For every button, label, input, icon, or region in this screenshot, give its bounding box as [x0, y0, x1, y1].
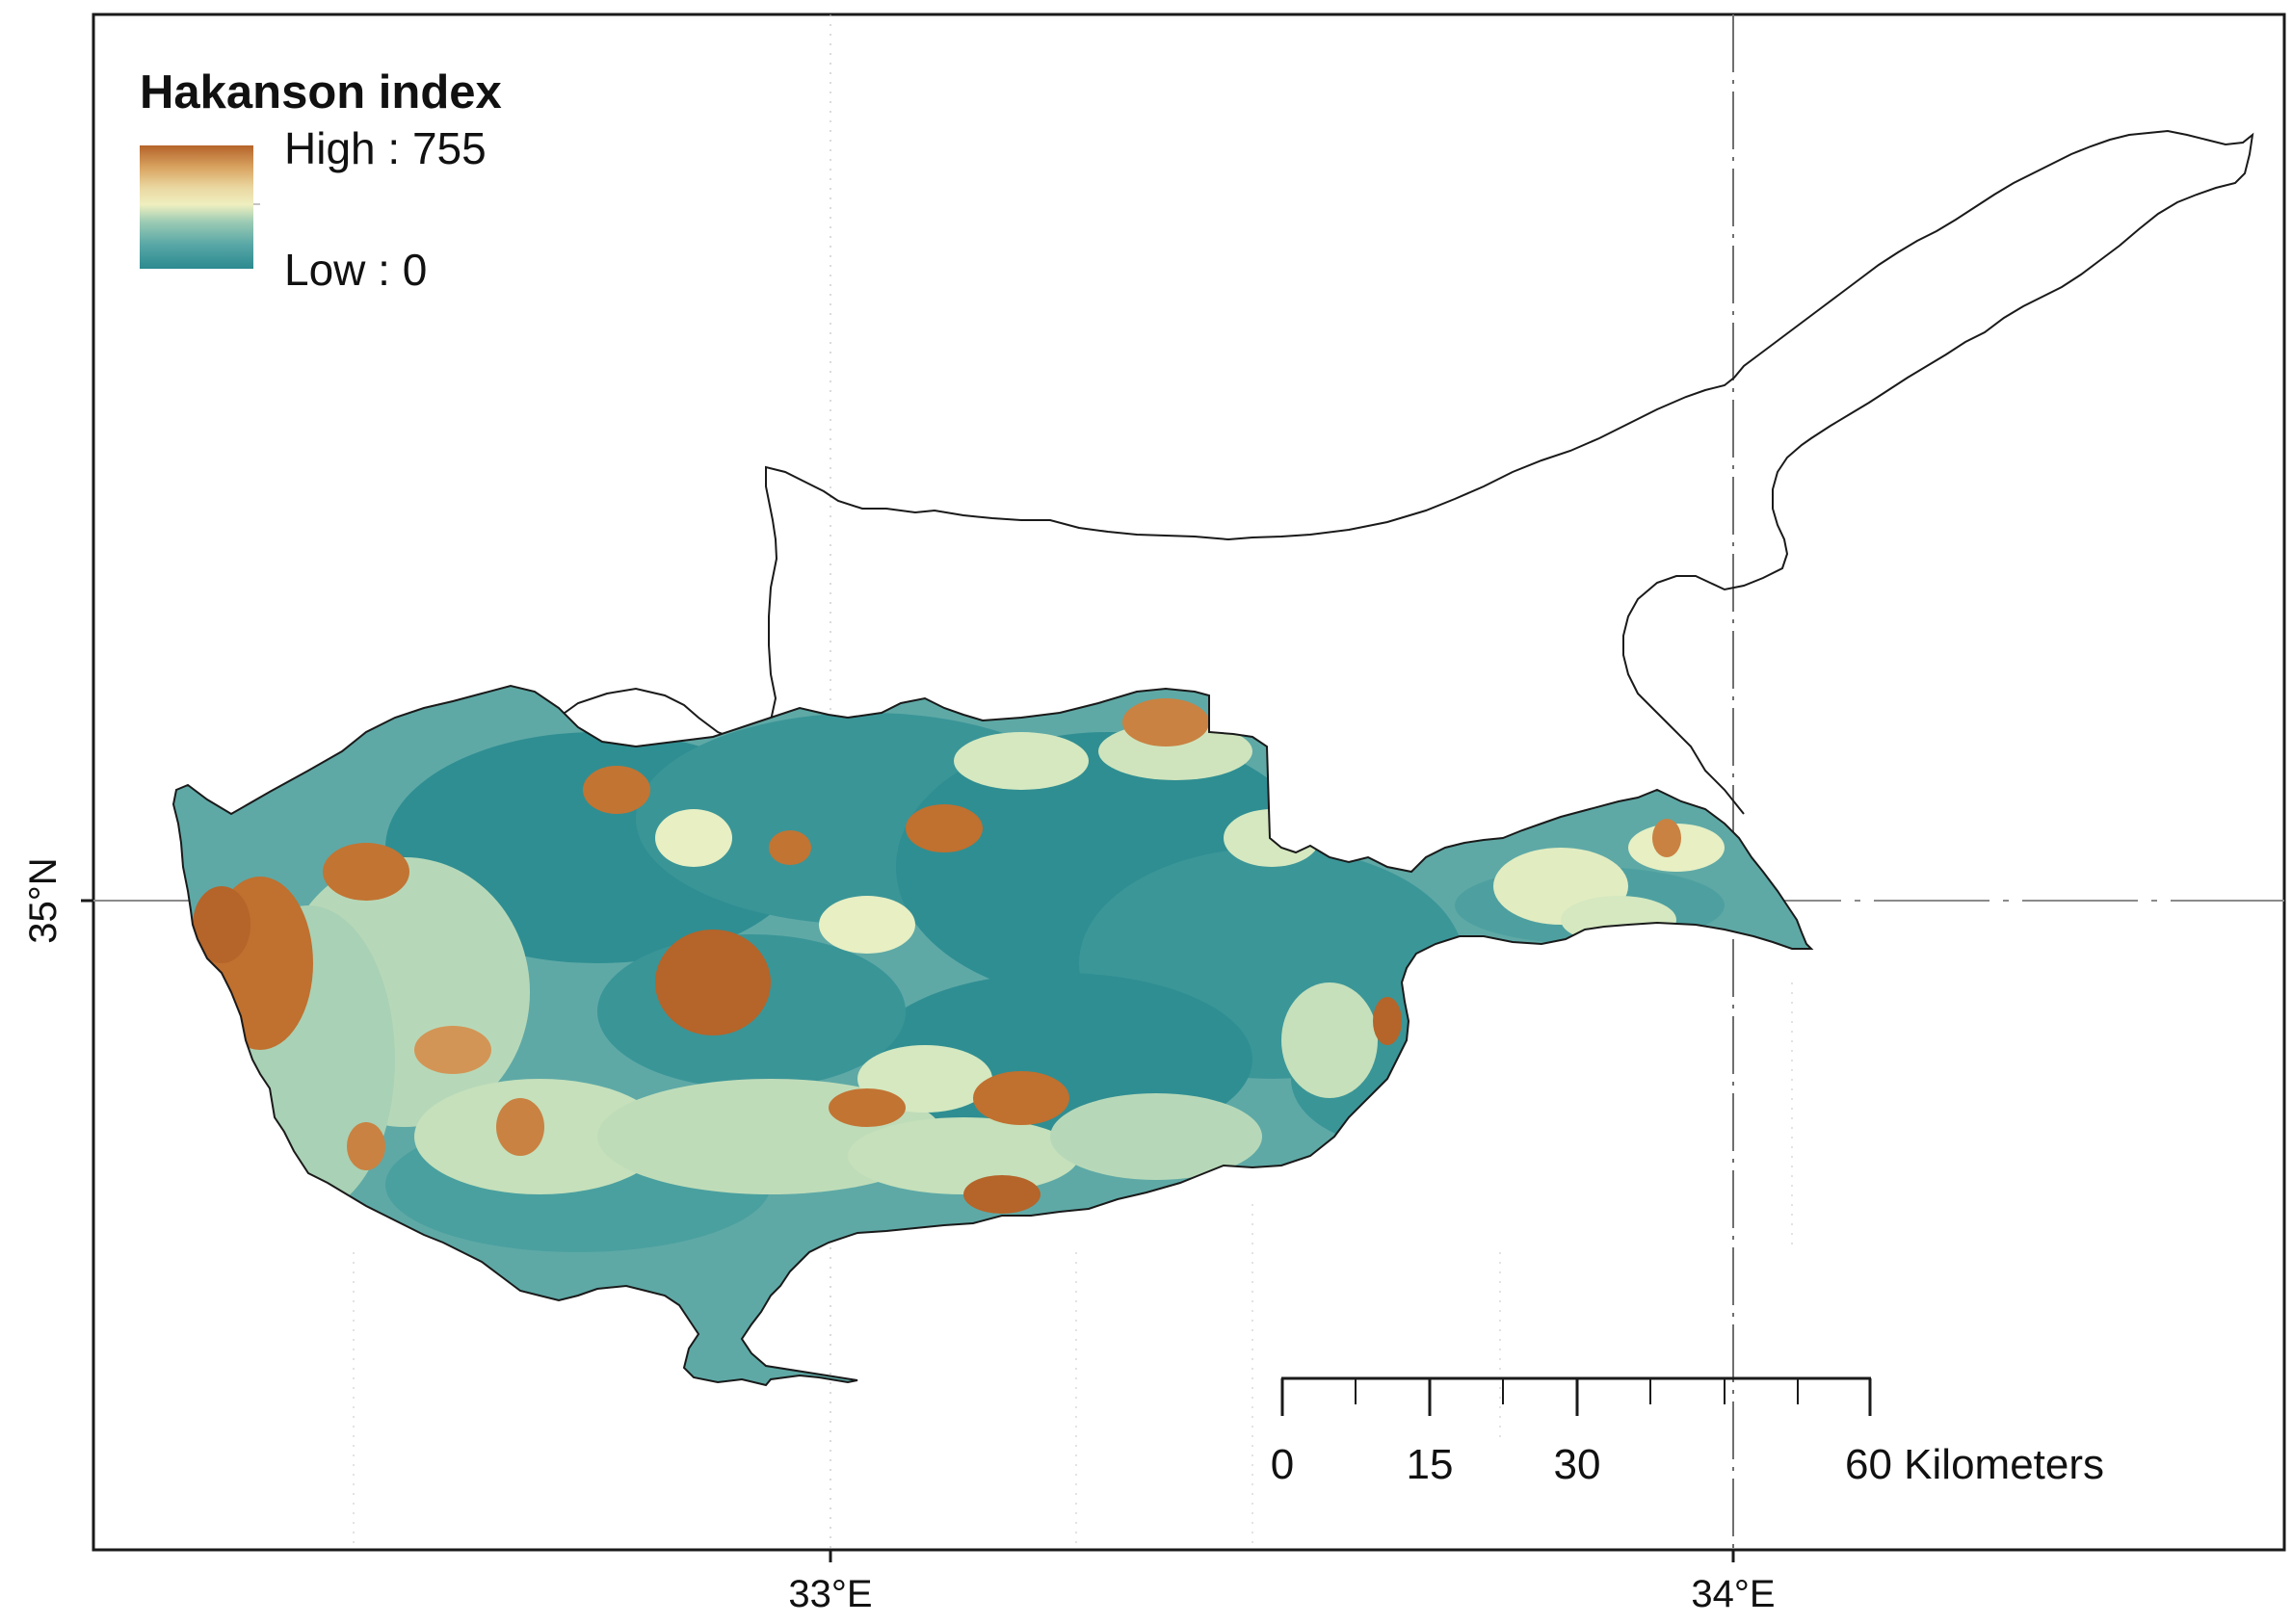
scale-bar: 0 15 30 60 Kilometers	[1271, 1376, 2104, 1488]
legend-color-ramp	[140, 145, 253, 269]
north-coastline	[553, 129, 2254, 815]
legend-high-label: High : 755	[284, 123, 487, 173]
scale-bar-label-0: 0	[1271, 1441, 1294, 1488]
y-tick-label-35: 35°N	[22, 857, 65, 943]
legend-title: Hakanson index	[140, 66, 502, 118]
scale-bar-label-60: 60 Kilometers	[1845, 1441, 2104, 1488]
x-tick-label-34: 34°E	[1691, 1573, 1775, 1615]
map-frame	[92, 13, 2286, 1552]
legend: Hakanson index High : 755 Low : 0	[140, 66, 502, 295]
scale-bar-label-15: 15	[1407, 1441, 1454, 1488]
x-tick-label-33: 33°E	[788, 1573, 872, 1615]
scale-bar-label-30: 30	[1554, 1441, 1601, 1488]
axes: 33°E 34°E 35°N	[22, 857, 1776, 1615]
hakanson-raster	[173, 686, 1811, 1385]
legend-low-label: Low : 0	[284, 245, 427, 295]
